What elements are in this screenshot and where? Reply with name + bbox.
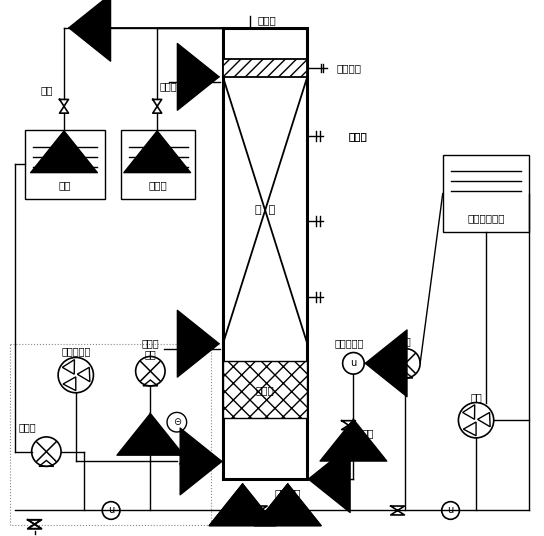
Text: 多孔网栅: 多孔网栅 (336, 63, 361, 73)
Text: 出水: 出水 (40, 86, 53, 95)
Bar (121, 130, 195, 198)
Text: u: u (447, 505, 454, 516)
Text: ⊝: ⊝ (173, 417, 181, 427)
Text: 反冲洗
水泵: 反冲洗 水泵 (141, 338, 159, 360)
Text: 转子流量计: 转子流量计 (335, 338, 364, 348)
Text: 池糽: 池糽 (59, 180, 71, 190)
Text: 滤  料: 滤 料 (255, 205, 275, 215)
Text: 缓冲池: 缓冲池 (149, 180, 168, 190)
Text: 水泵: 水泵 (399, 336, 411, 346)
Text: 取样口: 取样口 (349, 131, 368, 141)
Text: 含藻污染原水: 含藻污染原水 (467, 213, 505, 223)
Text: 反冲洗出水: 反冲洗出水 (159, 81, 189, 92)
Text: 溢流口: 溢流口 (258, 15, 276, 25)
Text: u: u (108, 505, 114, 516)
Text: u: u (350, 359, 356, 368)
Bar (223, 361, 307, 418)
Text: 进水: 进水 (275, 488, 287, 498)
Text: 阀门: 阀门 (362, 428, 374, 438)
Text: 取样口: 取样口 (349, 131, 368, 141)
Text: 进水: 进水 (288, 488, 301, 498)
Bar (223, 28, 307, 479)
Text: 回流泵: 回流泵 (19, 422, 36, 432)
Bar (25, 130, 105, 198)
Text: 承托层: 承托层 (256, 385, 275, 395)
Bar (443, 155, 529, 232)
Text: 喆料线: 喆料线 (177, 72, 195, 82)
Text: 气泵: 气泵 (470, 392, 482, 401)
Bar (223, 59, 307, 77)
Text: 补料线: 补料线 (177, 339, 195, 349)
Text: 反冲洗风机: 反冲洗风机 (61, 347, 90, 356)
